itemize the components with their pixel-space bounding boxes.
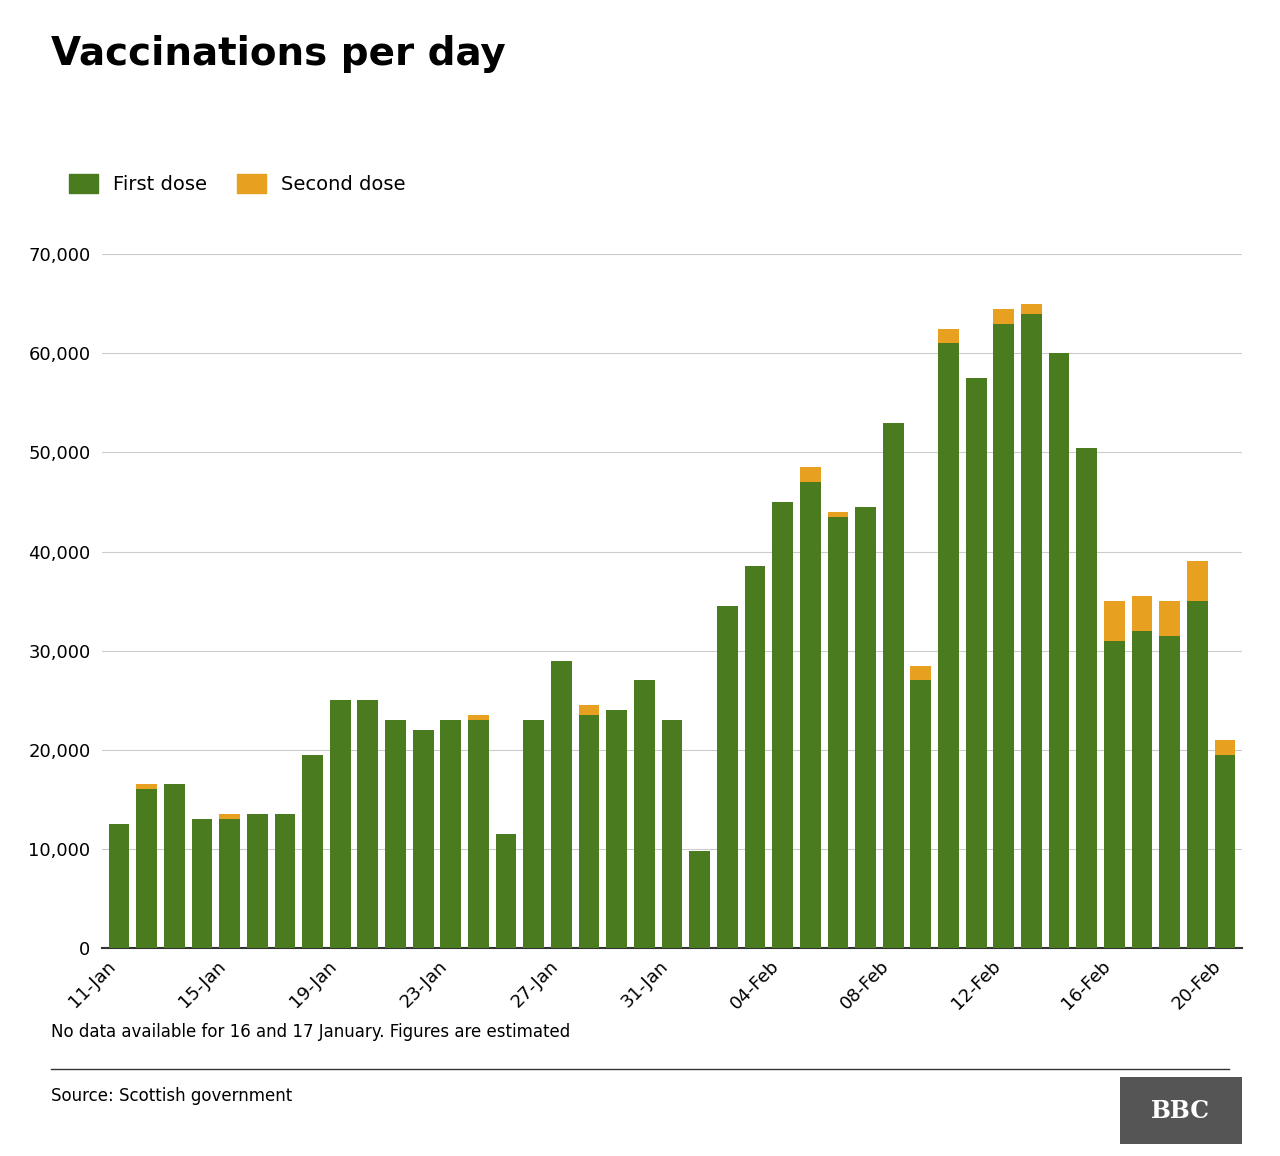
Text: No data available for 16 and 17 January. Figures are estimated: No data available for 16 and 17 January.… (51, 1023, 571, 1042)
Bar (634, 681, 654, 948)
Bar (1187, 562, 1208, 601)
Bar (1021, 313, 1042, 948)
Bar (800, 467, 820, 482)
Bar (440, 720, 461, 948)
Bar (468, 720, 489, 948)
Bar (302, 755, 323, 948)
Bar (412, 729, 434, 948)
Bar (745, 566, 765, 948)
Bar (1215, 755, 1235, 948)
Bar (1132, 631, 1152, 948)
Bar (938, 328, 959, 343)
Bar (1187, 601, 1208, 948)
Bar (274, 814, 296, 948)
Bar (607, 710, 627, 948)
Bar (1160, 601, 1180, 636)
Bar (772, 502, 794, 948)
Bar (385, 720, 406, 948)
Bar (1076, 447, 1097, 948)
Bar (993, 324, 1014, 948)
Text: Source: Scottish government: Source: Scottish government (51, 1087, 292, 1105)
Bar (662, 720, 682, 948)
Bar (910, 666, 932, 681)
Bar (192, 820, 212, 948)
Bar (966, 378, 987, 948)
Text: BBC: BBC (1151, 1099, 1211, 1122)
Bar (495, 833, 516, 948)
Bar (1105, 640, 1125, 948)
Bar (910, 681, 932, 948)
Legend: First dose, Second dose: First dose, Second dose (61, 165, 413, 202)
Bar (136, 785, 157, 790)
Bar (330, 701, 351, 948)
Bar (1105, 601, 1125, 640)
Bar (357, 701, 378, 948)
Bar (1215, 740, 1235, 755)
Bar (1021, 304, 1042, 313)
Bar (219, 814, 239, 820)
Bar (219, 820, 239, 948)
Bar (883, 423, 904, 948)
Bar (550, 660, 572, 948)
Bar (1048, 354, 1070, 948)
Bar (109, 824, 129, 948)
Bar (717, 606, 737, 948)
Bar (993, 309, 1014, 324)
Bar (136, 790, 157, 948)
Bar (1132, 596, 1152, 631)
Bar (828, 517, 849, 948)
Bar (164, 785, 184, 948)
Bar (579, 705, 599, 716)
Bar (247, 814, 268, 948)
Bar (1160, 636, 1180, 948)
Bar (800, 482, 820, 948)
Bar (828, 512, 849, 517)
Bar (524, 720, 544, 948)
Bar (690, 851, 710, 948)
Bar (579, 716, 599, 948)
Text: Vaccinations per day: Vaccinations per day (51, 35, 506, 73)
Bar (855, 507, 876, 948)
Bar (468, 716, 489, 720)
Bar (938, 343, 959, 948)
